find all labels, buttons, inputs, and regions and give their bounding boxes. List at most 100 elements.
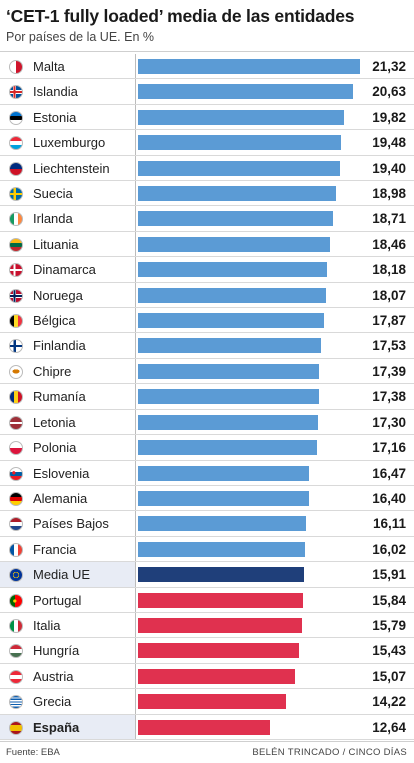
row-label-cell: Irlanda	[0, 206, 136, 232]
chart-row-italia: Italia 15,79	[0, 612, 414, 639]
bar-chipre	[138, 363, 320, 379]
row-separator	[0, 535, 414, 537]
row-separator	[0, 357, 414, 359]
flag-finland-icon	[9, 339, 23, 354]
category-label: Hungría	[33, 643, 80, 659]
row-separator	[0, 586, 414, 588]
flag-sweden-icon	[9, 187, 23, 202]
value-label: 18,46	[372, 236, 406, 252]
bar-dinamarca	[138, 262, 328, 278]
row-label-cell: Bélgica	[0, 308, 136, 334]
row-label-cell: Países Bajos	[0, 511, 136, 537]
footer-divider	[0, 741, 414, 742]
bar-chart: Malta 21,32 Islandia 20,63 Estonia 19,82 Luxem…	[0, 54, 414, 740]
bar-letonia	[138, 414, 319, 430]
row-label-cell: Polonia	[0, 435, 136, 461]
bar-malta	[138, 59, 360, 74]
chart-row-noruega: Noruega 18,07	[0, 282, 414, 309]
category-label: Suecia	[33, 186, 73, 202]
value-label: 17,53	[372, 338, 406, 354]
flag-spain-icon	[9, 720, 23, 735]
bar-irlanda	[138, 211, 333, 227]
chart-row-irlanda: Irlanda 18,71	[0, 206, 414, 232]
row-separator	[0, 230, 414, 232]
row-label-cell: Luxemburgo	[0, 130, 136, 156]
flag-iceland-icon	[9, 85, 23, 100]
row-separator	[0, 662, 414, 664]
chart-row-luxemburgo: Luxemburgo 19,48	[0, 130, 414, 156]
row-label-cell: Hungría	[0, 638, 136, 664]
row-label-cell: Alemania	[0, 485, 136, 512]
flag-malta-icon	[9, 60, 23, 74]
row-label-cell: Rumanía	[0, 384, 136, 410]
flag-romania-icon	[9, 390, 23, 405]
bar-italia	[138, 617, 303, 633]
chart-row-estonia: Estonia 19,82	[0, 104, 414, 131]
chart-row-dinamarca: Dinamarca 18,18	[0, 257, 414, 283]
category-label: Rumanía	[33, 389, 86, 405]
flag-italy-icon	[9, 618, 23, 633]
flag-denmark-icon	[9, 263, 23, 278]
value-label: 17,16	[372, 440, 406, 456]
value-label: 17,30	[372, 414, 406, 430]
flag-latvia-icon	[9, 415, 23, 430]
row-label-cell: Noruega	[0, 282, 136, 309]
category-label: Chipre	[33, 363, 72, 379]
flag-norway-icon	[9, 288, 23, 303]
row-label-cell: Dinamarca	[0, 257, 136, 283]
bar-hungria	[138, 643, 299, 659]
flag-cyprus-icon	[9, 364, 23, 379]
chart-row-austria: Austria 15,07	[0, 663, 414, 690]
row-separator	[0, 637, 414, 639]
row-separator	[0, 484, 414, 486]
value-label: 18,71	[372, 211, 406, 227]
bar-portugal	[138, 592, 303, 608]
chart-row-alemania: Alemania 16,40	[0, 485, 414, 512]
row-separator	[0, 510, 414, 512]
bar-finlandia	[138, 338, 321, 354]
value-label: 19,48	[372, 135, 406, 151]
flag-liechtenstein-icon	[9, 161, 23, 176]
value-label: 17,87	[372, 313, 406, 329]
row-label-cell: Suecia	[0, 181, 136, 207]
value-label: 16,02	[372, 541, 406, 557]
category-label: Islandia	[33, 84, 78, 100]
category-label: Italia	[33, 617, 61, 633]
flag-netherlands-icon	[9, 517, 23, 532]
value-label: 21,32	[372, 59, 406, 74]
chart-row-rumania: Rumanía 17,38	[0, 384, 414, 410]
row-separator	[0, 408, 414, 410]
row-separator	[0, 611, 414, 613]
row-label-cell: Italia	[0, 612, 136, 639]
category-label: Estonia	[33, 109, 77, 125]
bar-islandia	[138, 84, 353, 100]
value-label: 12,64	[372, 719, 406, 735]
value-label: 14,22	[372, 694, 406, 710]
bar-estonia	[138, 109, 345, 125]
row-label-cell: Grecia	[0, 689, 136, 715]
row-separator	[0, 307, 414, 309]
chart-row-letonia: Letonia 17,30	[0, 409, 414, 436]
row-separator	[0, 281, 414, 283]
value-label: 16,11	[372, 516, 406, 532]
flag-france-icon	[9, 542, 23, 557]
chart-row-liechtenstein: Liechtenstein 19,40	[0, 155, 414, 182]
value-label: 15,79	[372, 617, 406, 633]
category-label: Francia	[33, 541, 77, 557]
row-separator	[0, 332, 414, 334]
chart-title: ‘CET-1 fully loaded’ media de las entida…	[6, 6, 355, 26]
bar-francia	[138, 541, 305, 557]
category-label: Malta	[33, 59, 65, 74]
value-label: 17,39	[372, 363, 406, 379]
value-label: 16,40	[372, 490, 406, 506]
flag-slovenia-icon	[9, 466, 23, 481]
flag-luxembourg-icon	[9, 136, 23, 151]
row-label-cell: Lituania	[0, 231, 136, 258]
chart-row-espana: España 12,64	[0, 714, 414, 740]
row-separator	[0, 459, 414, 461]
flag-lithuania-icon	[9, 237, 23, 252]
bar-media-ue	[138, 567, 304, 583]
value-label: 15,84	[372, 592, 406, 608]
category-label: Países Bajos	[33, 516, 109, 532]
chart-row-polonia: Polonia 17,16	[0, 435, 414, 461]
